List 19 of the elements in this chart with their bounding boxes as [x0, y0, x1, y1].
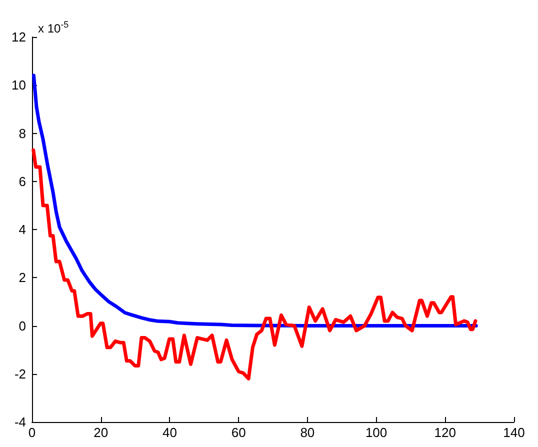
x-tick-label: 140 — [503, 425, 525, 440]
x-tick-label: 120 — [434, 425, 456, 440]
y-tick-label: 6 — [18, 174, 26, 189]
y-tick-label: 8 — [18, 126, 26, 141]
x-tick-label: 0 — [28, 425, 36, 440]
y-tick-label: 2 — [18, 270, 26, 286]
line-series — [32, 74, 478, 328]
x-tick-label: 60 — [231, 425, 246, 440]
y-tick-label: -4 — [14, 414, 26, 430]
y-tick-label: 12 — [12, 30, 26, 44]
y-tick-label: 0 — [18, 318, 26, 334]
y-tick-label: 10 — [12, 78, 26, 93]
y-tick-label: 4 — [18, 222, 26, 237]
line-series — [32, 148, 478, 380]
x-tick-label: 80 — [300, 425, 315, 440]
y-tick-label: -2 — [14, 366, 26, 382]
x-tick-label: 40 — [162, 425, 177, 440]
x-tick-label: 20 — [94, 425, 108, 440]
x-tick-label: 100 — [365, 425, 388, 440]
